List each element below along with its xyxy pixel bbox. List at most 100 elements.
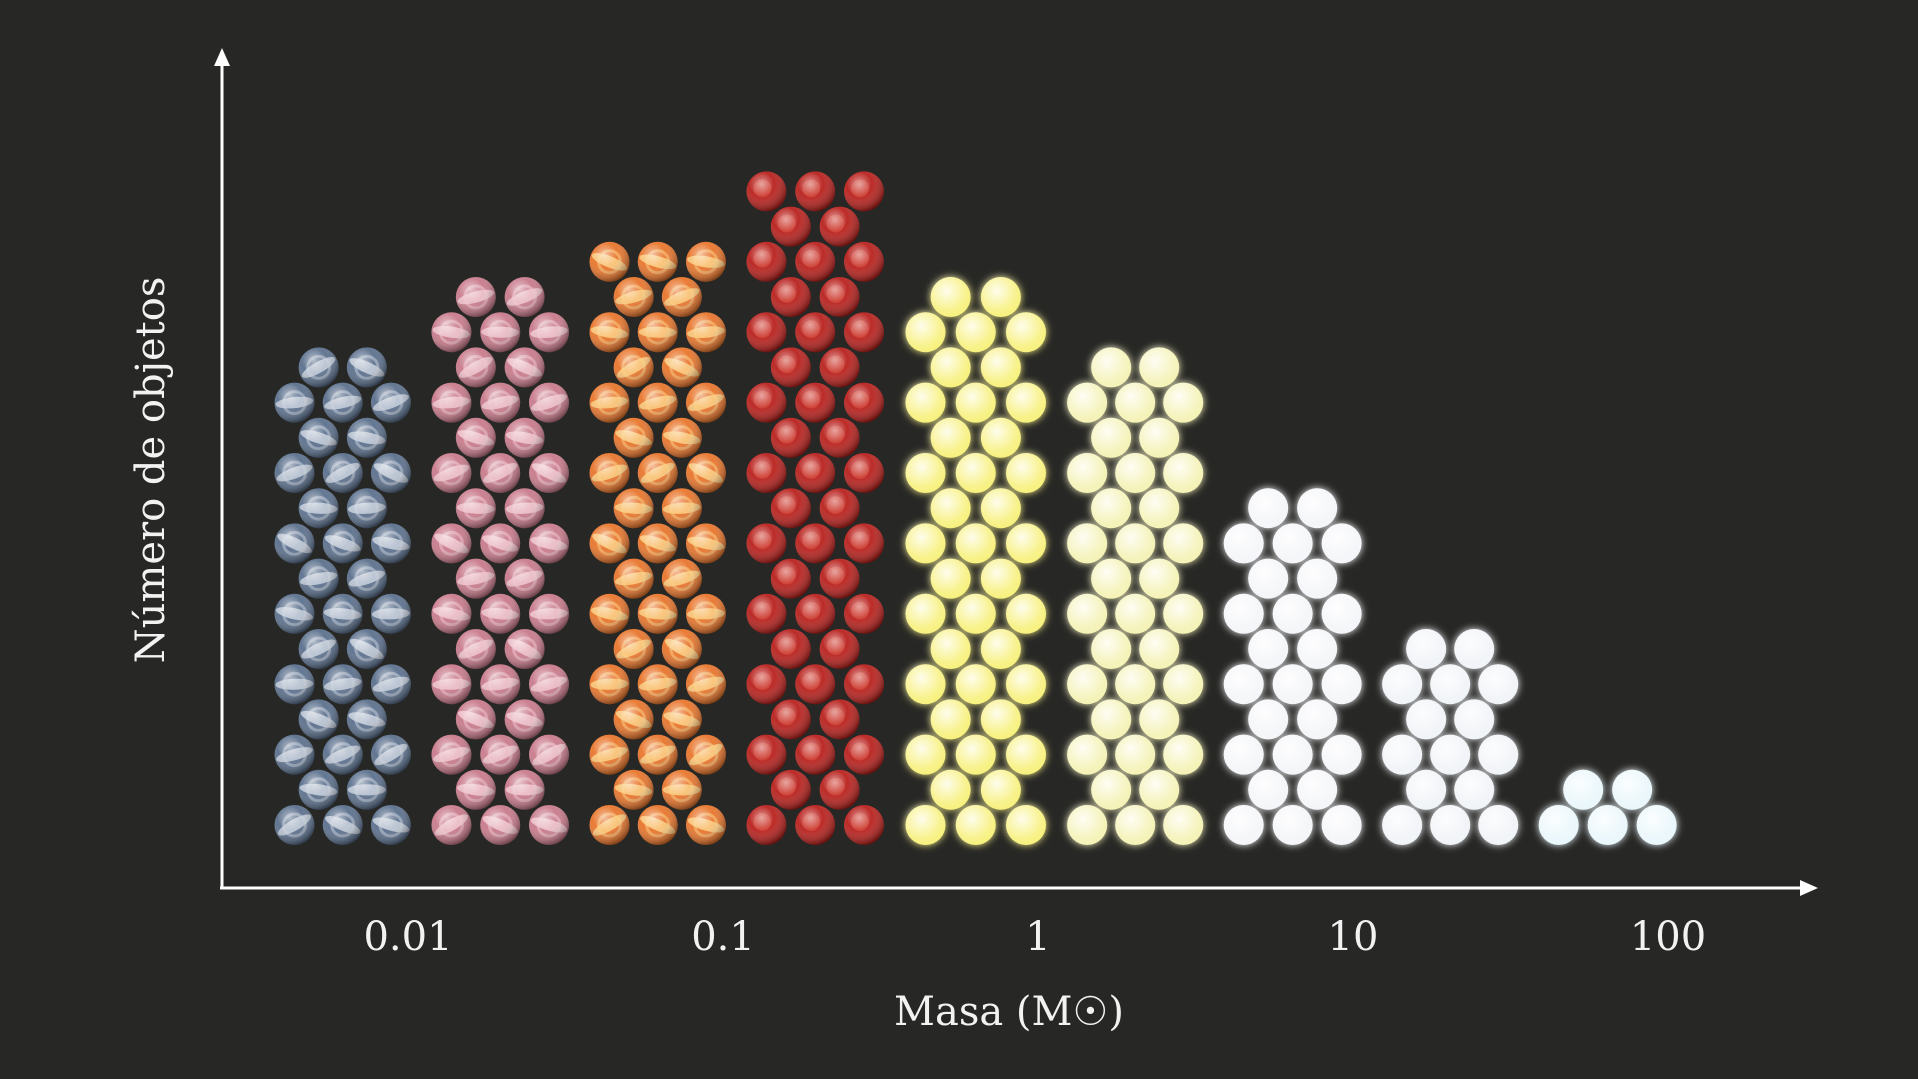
bar-ball	[955, 805, 996, 845]
bar-ball	[1248, 699, 1289, 740]
bar-ball	[685, 523, 726, 564]
bar-ball	[455, 699, 496, 740]
bar-ball	[1163, 805, 1204, 845]
bars-layer	[274, 171, 1677, 845]
bar-ball	[637, 382, 678, 423]
bar-ball	[1478, 664, 1519, 705]
bar-ball	[431, 593, 472, 634]
bar-ball	[1454, 629, 1495, 669]
bar-ball	[843, 382, 884, 423]
bar-ball	[528, 312, 569, 353]
bar-ball	[795, 171, 836, 212]
bar-ball	[1091, 629, 1132, 669]
bar-ball	[819, 769, 860, 810]
bar-ball	[980, 347, 1021, 388]
bar-ball	[455, 488, 496, 529]
bar-ball	[930, 629, 971, 669]
bar-ball	[770, 629, 811, 669]
bar-ball	[1091, 347, 1132, 388]
bar-ball	[1478, 805, 1519, 845]
bar-ball	[274, 382, 315, 423]
bar-ball	[819, 417, 860, 458]
bar-ball	[346, 417, 387, 458]
bar-ball	[322, 453, 363, 493]
bar-ball	[370, 453, 411, 493]
x-tick-label: 0.1	[691, 914, 755, 960]
bar-ball	[685, 734, 726, 775]
bar-ball	[1067, 382, 1108, 423]
bar-ball	[795, 312, 836, 353]
bar-ball	[1091, 769, 1132, 810]
bar-ball	[795, 241, 836, 282]
bar-ball	[1115, 805, 1156, 845]
bar-ball	[455, 277, 496, 317]
bar-ball	[480, 523, 521, 564]
bar-ball	[795, 593, 836, 634]
bar-ball	[905, 312, 946, 353]
bar-ball	[1248, 558, 1289, 599]
bar-ball	[980, 277, 1021, 317]
bar-ball	[795, 805, 836, 845]
bar-ball	[1139, 488, 1180, 529]
bar-ball	[1115, 523, 1156, 564]
bar-ball	[819, 558, 860, 599]
bar-ball	[431, 664, 472, 705]
bar-ball	[322, 805, 363, 845]
bar-ball	[1321, 734, 1362, 775]
bar-ball	[1115, 453, 1156, 493]
bar-ball	[504, 347, 545, 388]
bar-ball	[819, 488, 860, 529]
bar-ball	[298, 769, 339, 810]
x-axis-title: Masa (M☉)	[894, 989, 1124, 1035]
bar-ball	[1223, 805, 1264, 845]
bar-ball	[274, 453, 315, 493]
bar-ball	[346, 347, 387, 388]
bar-ball	[955, 312, 996, 353]
bar-ball	[1139, 417, 1180, 458]
bar-ball	[1005, 734, 1046, 775]
x-tick-label: 1	[1025, 914, 1050, 960]
bar-ball	[1382, 664, 1423, 705]
bar-ball	[480, 453, 521, 493]
bar-ball	[905, 664, 946, 705]
bar-ball	[528, 523, 569, 564]
bar-ball	[1297, 769, 1338, 810]
bar-ball	[685, 593, 726, 634]
bar-ball	[480, 805, 521, 845]
bar-ball	[1612, 769, 1653, 810]
bar-ball	[589, 453, 630, 493]
bar-ball	[1454, 769, 1495, 810]
bar-ball	[905, 382, 946, 423]
bar-ball	[955, 593, 996, 634]
bar-ball	[1067, 664, 1108, 705]
bar-8	[1538, 769, 1677, 845]
bar-ball	[637, 312, 678, 353]
bar-ball	[795, 453, 836, 493]
bar-ball	[980, 629, 1021, 669]
bar-ball	[661, 417, 702, 458]
bar-ball	[431, 523, 472, 564]
bar-ball	[1406, 629, 1447, 669]
bar-ball	[1005, 805, 1046, 845]
bar-ball	[661, 488, 702, 529]
bar-ball	[1587, 805, 1628, 845]
bar-ball	[843, 805, 884, 845]
bar-ball	[930, 488, 971, 529]
bar-ball	[1406, 699, 1447, 740]
bar-ball	[1248, 488, 1289, 529]
bar-ball	[370, 593, 411, 634]
bar-ball	[455, 558, 496, 599]
bar-ball	[905, 523, 946, 564]
bar-ball	[685, 382, 726, 423]
bar-ball	[661, 347, 702, 388]
bar-ball	[504, 769, 545, 810]
bar-ball	[955, 453, 996, 493]
bar-ball	[1005, 382, 1046, 423]
bar-ball	[1005, 312, 1046, 353]
y-axis-title: Número de objetos	[128, 277, 174, 664]
bar-ball	[746, 664, 787, 705]
bar-ball	[1248, 769, 1289, 810]
bar-ball	[613, 629, 654, 669]
bar-ball	[1248, 629, 1289, 669]
bar-ball	[1478, 734, 1519, 775]
